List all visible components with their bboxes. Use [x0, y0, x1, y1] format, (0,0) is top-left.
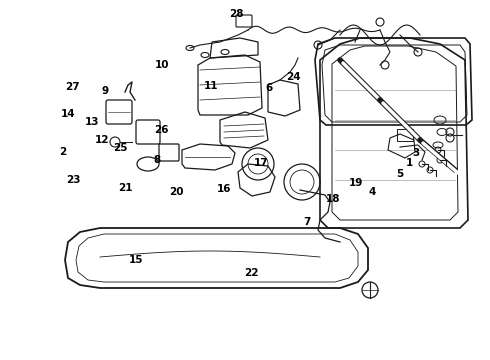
Text: 19: 19	[348, 178, 363, 188]
Text: 1: 1	[406, 158, 413, 168]
Text: 7: 7	[303, 217, 310, 227]
Text: 12: 12	[95, 135, 109, 145]
Text: 13: 13	[85, 117, 99, 127]
Text: 8: 8	[153, 155, 160, 165]
Text: 27: 27	[65, 82, 80, 92]
Text: 4: 4	[368, 186, 376, 197]
Text: 10: 10	[154, 60, 169, 70]
Text: 9: 9	[102, 86, 109, 96]
Text: 18: 18	[326, 194, 341, 204]
Text: 28: 28	[229, 9, 244, 19]
Text: 14: 14	[61, 109, 76, 120]
Text: 2: 2	[59, 147, 66, 157]
Text: 22: 22	[244, 268, 258, 278]
Text: 23: 23	[66, 175, 81, 185]
Text: 17: 17	[254, 158, 269, 168]
Text: 16: 16	[217, 184, 232, 194]
Circle shape	[376, 18, 384, 26]
Text: 21: 21	[118, 183, 132, 193]
Text: 26: 26	[154, 125, 169, 135]
Text: 15: 15	[129, 255, 144, 265]
Text: 20: 20	[169, 187, 184, 197]
Text: 3: 3	[413, 148, 420, 158]
Text: 25: 25	[113, 143, 127, 153]
Text: 11: 11	[204, 81, 219, 91]
Circle shape	[414, 48, 422, 56]
Text: 6: 6	[265, 83, 272, 93]
Circle shape	[314, 41, 322, 49]
Circle shape	[381, 61, 389, 69]
Text: 24: 24	[286, 72, 300, 82]
Text: 5: 5	[396, 169, 403, 179]
